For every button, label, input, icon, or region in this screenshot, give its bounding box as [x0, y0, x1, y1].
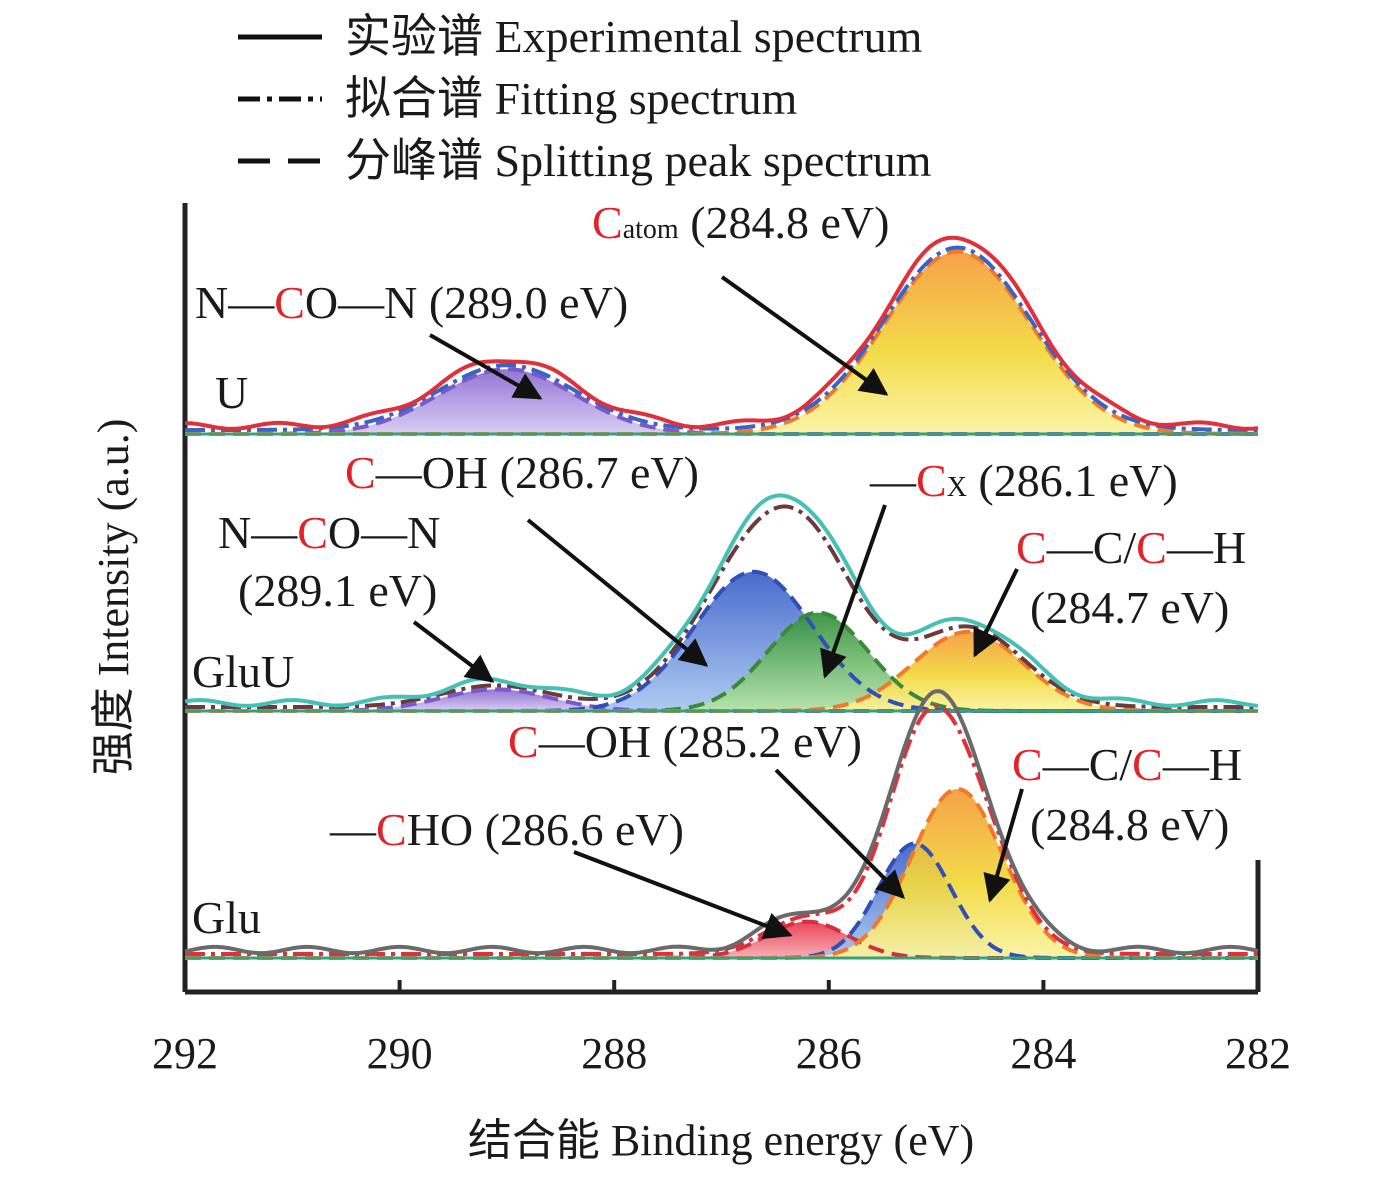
panel-glu [184, 689, 1259, 960]
x-tick-label: 286 [796, 1029, 862, 1078]
peak-label: C—OH (285.2 eV) [508, 716, 862, 767]
legend-label-splitting: 分峰谱 Splitting peak spectrum [345, 135, 932, 186]
peak-fill [185, 571, 1258, 711]
peak-fill [185, 843, 1258, 958]
x-tick-label: 292 [152, 1029, 218, 1078]
x-tick-label: 282 [1225, 1029, 1291, 1078]
peak-label: C—C/C—H [1012, 739, 1242, 790]
legend-label-fitting: 拟合谱 Fitting spectrum [345, 73, 798, 124]
peak-label-line2: (284.7 eV) [1030, 582, 1229, 633]
annotation-arrow [774, 768, 905, 899]
experimental-spectrum [184, 235, 1259, 431]
peak-label: N—CO—N [218, 507, 440, 558]
peak-fill [185, 689, 1258, 711]
panel-u [184, 235, 1259, 436]
annotation-arrow [429, 333, 543, 400]
peak-label: —CX (286.1 eV) [869, 455, 1178, 506]
experimental-spectrum [184, 493, 1259, 708]
x-tick-label: 284 [1010, 1029, 1076, 1078]
panel-label-glu: Glu [192, 892, 261, 943]
annotation-arrow [720, 275, 889, 396]
x-axis-title: 结合能 Binding energy (eV) [468, 1116, 974, 1165]
annotation-arrow [983, 788, 1024, 903]
peak-label: Catom (284.8 eV) [592, 197, 889, 248]
experimental-spectrum [184, 689, 1259, 956]
legend: 实验谱 Experimental spectrum 拟合谱 Fitting sp… [238, 11, 932, 186]
peak-fill [185, 789, 1258, 958]
annotation-arrow [526, 518, 709, 667]
peak-outline [185, 841, 1258, 960]
y-axis-title: 强度 Intensity (a.u.) [89, 419, 138, 776]
annotation-arrow [973, 568, 1019, 658]
annotation-arrow [820, 504, 887, 679]
panel-label-u: U [215, 367, 248, 418]
peak-label: —CHO (286.6 eV) [329, 804, 684, 855]
x-ticks: 292 290 288 286 284 282 [152, 980, 1291, 1078]
plot-area [184, 235, 1259, 960]
peak-label: C—OH (286.7 eV) [345, 447, 699, 498]
annotation-arrow [412, 620, 495, 683]
peak-label: C—C/C—H [1016, 522, 1246, 573]
peak-annotations: N—CO—N (289.0 eV) Catom (284.8 eV) N—CO—N (… [195, 197, 1246, 940]
peak-label-line2: (289.1 eV) [238, 565, 437, 616]
panel-label-gluu: GluU [192, 646, 294, 697]
annotation-arrow [573, 850, 793, 940]
peak-label-line2: (284.8 eV) [1030, 799, 1229, 850]
peak-fill [185, 369, 1258, 434]
x-tick-label: 290 [367, 1029, 433, 1078]
peak-label: N—CO—N (289.0 eV) [195, 277, 628, 328]
x-tick-label: 288 [581, 1029, 647, 1078]
legend-label-experimental: 实验谱 Experimental spectrum [345, 11, 923, 62]
fitting-spectrum [185, 245, 1258, 432]
axes: 292 290 288 286 284 282 结合能 Binding energy (e… [89, 203, 1291, 1165]
peak-fill [185, 251, 1258, 434]
